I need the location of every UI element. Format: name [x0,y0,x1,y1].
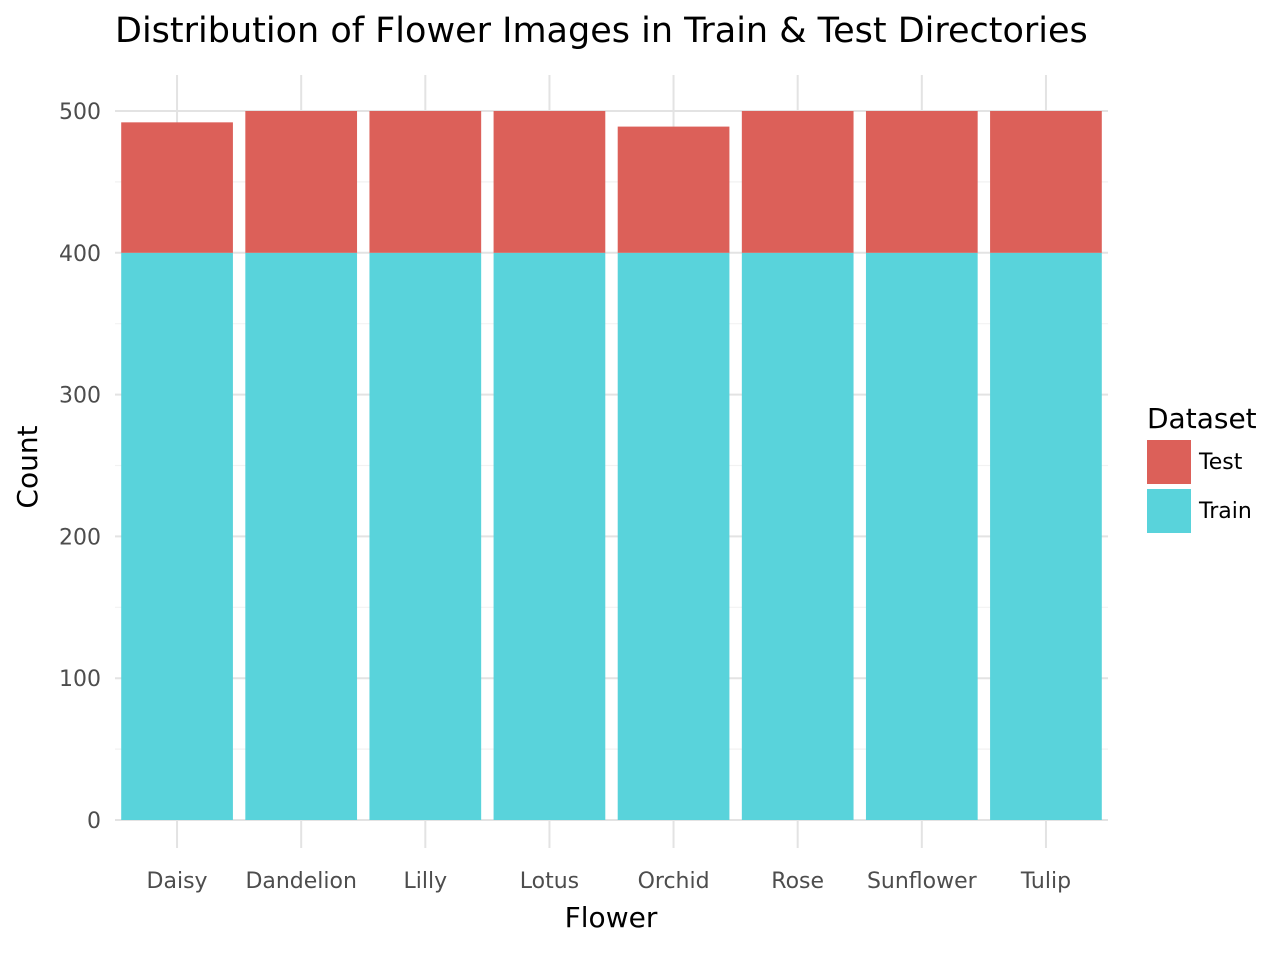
x-tick-label: Orchid [638,869,710,894]
legend-label-test: Test [1198,450,1243,475]
bar-test-dandelion [245,111,358,253]
y-tick-label: 200 [59,525,101,550]
y-tick-label: 0 [87,809,101,834]
bar-test-orchid [617,126,730,253]
x-tick-label: Rose [771,869,824,894]
x-tick-label: Dandelion [245,869,357,894]
bar-test-rose [741,111,854,253]
x-tick-label: Daisy [147,869,208,894]
bar-test-lilly [369,111,482,253]
y-tick-label: 500 [59,100,101,125]
bar-test-daisy [121,122,233,253]
y-tick-label: 400 [59,242,101,267]
x-axis-ticks: Daisy Dandelion Lilly Lotus Orchid Rose Sunflo… [147,869,1072,894]
y-axis-ticks: 0 100 200 300 400 500 [59,100,101,834]
chart-title: Distribution of Flower Images in Train &… [115,11,1088,51]
x-tick-label: Sunflower [867,869,978,894]
bar-train-orchid [617,252,730,821]
bar-train-rose [741,252,854,821]
y-axis-title: Count [11,425,44,508]
x-tick-label: Lotus [520,869,579,894]
bar-test-lotus [493,111,606,253]
x-tick-label: Tulip [1020,869,1071,894]
bar-train-daisy [121,252,233,821]
legend-swatch-train [1147,489,1191,533]
y-tick-label: 300 [59,384,101,409]
bar-train-lilly [369,252,482,821]
y-tick-label: 100 [59,667,101,692]
bar-train-tulip [990,252,1102,821]
legend-title: Dataset [1147,402,1257,435]
legend-label-train: Train [1198,499,1252,524]
bar-train-sunflower [865,252,978,821]
bar-test-tulip [990,111,1102,253]
legend: Dataset Test Train [1147,402,1257,533]
legend-items: Test Train [1147,440,1252,533]
bars [121,111,1102,821]
legend-swatch-test [1147,440,1191,484]
x-axis-title: Flower [565,901,658,934]
x-tick-label: Lilly [404,869,448,894]
bar-test-sunflower [865,111,978,253]
bar-train-dandelion [245,252,358,821]
bar-train-lotus [493,252,606,821]
